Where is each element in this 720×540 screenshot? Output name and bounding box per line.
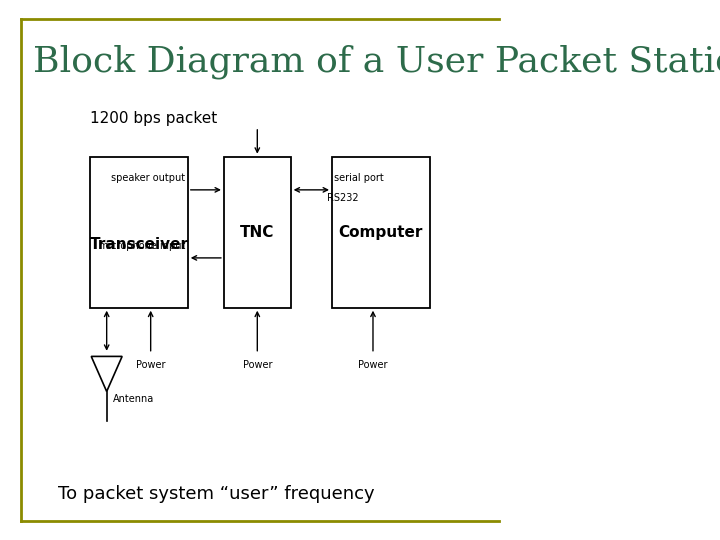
Text: TNC: TNC <box>240 225 274 240</box>
Bar <box>332 157 430 308</box>
Bar <box>90 157 188 308</box>
Text: Power: Power <box>136 360 166 370</box>
Text: Block Diagram of a User Packet Station: Block Diagram of a User Packet Station <box>33 45 720 79</box>
Text: Power: Power <box>243 360 272 370</box>
Text: To packet system “user” frequency: To packet system “user” frequency <box>58 485 374 503</box>
Text: speaker output: speaker output <box>111 173 185 184</box>
Text: RS232: RS232 <box>327 193 359 202</box>
Text: 1200 bps packet: 1200 bps packet <box>90 111 217 126</box>
Bar <box>224 157 291 308</box>
Text: serial port: serial port <box>335 173 384 184</box>
Text: Antenna: Antenna <box>113 394 154 404</box>
Text: microphone input: microphone input <box>99 241 185 252</box>
Text: Computer: Computer <box>338 225 423 240</box>
Text: Transceiver: Transceiver <box>89 237 189 252</box>
Text: Power: Power <box>359 360 388 370</box>
